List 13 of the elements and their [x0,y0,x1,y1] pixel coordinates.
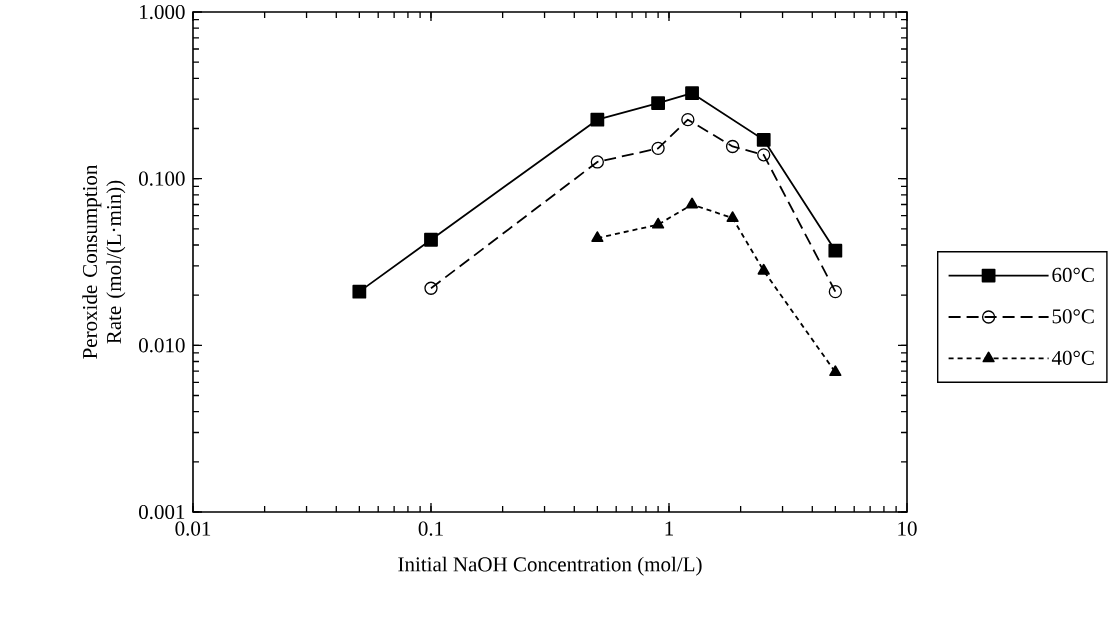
x-tick-label: 0.01 [175,521,211,536]
y-axis-title: Peroxide Consumption Rate (mol/(L·min)) [82,164,126,359]
x-tick-label: 1 [665,521,673,536]
legend-label: 60°C [1052,267,1094,282]
y-tick-label: 0.100 [139,171,185,186]
y-tick-label: 0.010 [139,338,185,353]
y-tick-label: 0.001 [139,504,185,520]
legend-label: 50°C [1052,309,1094,324]
x-tick-label: 0.1 [418,521,443,536]
x-axis-title: Initial NaOH Concentration (mol/L) [398,556,702,576]
legend-label: 40°C [1051,350,1094,365]
y-tick-label: 1.000 [140,4,185,20]
x-tick-label: 10 [898,521,917,536]
